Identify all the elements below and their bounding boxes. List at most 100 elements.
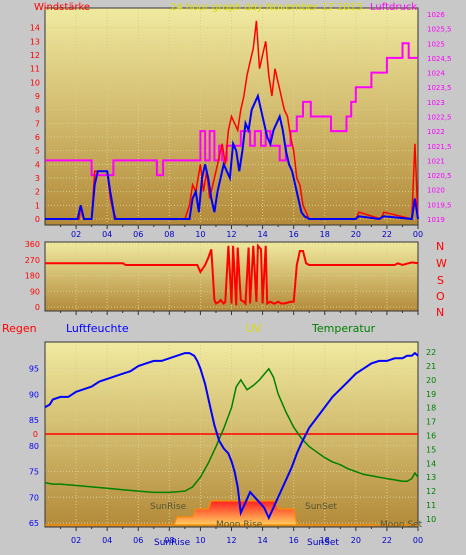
x-tick-label: 12: [226, 536, 236, 545]
temperature-y-tick-label: 13: [426, 473, 436, 482]
x-tick-label: 00: [413, 230, 423, 239]
temperature-y-tick-label: 10: [426, 515, 436, 524]
dir-y-tick-label: 180: [25, 272, 40, 281]
wind-y-tick-label: 10: [30, 78, 40, 87]
temperature-y-tick-label: 14: [426, 459, 436, 468]
uv-area: [45, 500, 418, 526]
x-tick-label: 02: [71, 230, 81, 239]
dir-y-tick-label: 0: [35, 303, 40, 312]
humidity-line: [44, 351, 419, 521]
x-tick-label: 10: [195, 230, 205, 239]
sunset-annotation: SunSet: [305, 502, 337, 512]
x-tick-label: 12: [226, 230, 236, 239]
wind-y-tick-label: 11: [30, 65, 40, 74]
x-tick-label: 00: [413, 536, 423, 545]
x-tick-label: 14: [257, 536, 267, 545]
wind-y-tick-label: 1: [35, 201, 40, 210]
compass-o: O: [436, 290, 445, 303]
wind-y-tick-label: 4: [35, 160, 40, 169]
pressure-y-tick-label: 1024,5: [427, 55, 452, 63]
compass-n2: N: [436, 306, 444, 319]
wind-panel-frame: [44, 7, 419, 226]
temperature-y-tick-label: 19: [426, 390, 436, 399]
dir-y-tick-label: 360: [25, 240, 40, 249]
chart-title: 24 hour graph day November 17 2015: [170, 2, 363, 13]
x-tick-label: 04: [102, 230, 112, 239]
rain-tick-label: 0: [33, 430, 38, 439]
x-tick-label: 08: [164, 536, 174, 545]
pressure-y-tick-label: 1021: [427, 157, 445, 165]
pressure-y-tick-label: 1024: [427, 70, 445, 78]
x-tick-label: 20: [351, 230, 361, 239]
wind-avg-line: [45, 92, 419, 221]
x-tick-label: 06: [133, 230, 143, 239]
moonset-annotation: Moon Set: [380, 520, 423, 530]
luftdruck-label: Luftdruck: [370, 2, 417, 13]
temperature-y-tick-label: 21: [426, 362, 436, 371]
sunset-axis-label: SunSet: [307, 538, 339, 548]
x-tick-label: 02: [71, 536, 81, 545]
x-tick-label: 16: [289, 230, 299, 239]
dir-y-tick-label: 90: [30, 287, 40, 296]
temperature-y-tick-label: 18: [426, 404, 436, 413]
temperature-y-tick-label: 12: [426, 487, 436, 496]
windstaerke-label: Windstärke: [34, 2, 90, 13]
pressure-y-tick-label: 1021,5: [427, 143, 452, 151]
wind-y-tick-label: 5: [35, 147, 40, 156]
wind-y-tick-label: 2: [35, 188, 40, 197]
pressure-y-tick-label: 1025,5: [427, 26, 452, 34]
luftfeuchte-label: Luftfeuchte: [66, 322, 129, 335]
pressure-y-tick-label: 1026: [427, 11, 445, 19]
x-tick-label: 06: [133, 536, 143, 545]
compass-s: S: [437, 274, 444, 287]
compass-w: W: [436, 257, 447, 270]
x-tick-label: 20: [351, 536, 361, 545]
pressure-line: [45, 42, 418, 177]
pressure-y-tick-label: 1019,5: [427, 201, 452, 209]
humidity-y-tick-label: 80: [29, 442, 39, 451]
humidity-y-tick-label: 65: [29, 519, 39, 528]
pressure-y-tick-label: 1023,5: [427, 84, 452, 92]
compass-n: N: [436, 240, 444, 253]
moonrise-annotation: Moon Rise: [216, 520, 263, 530]
humidity-y-tick-label: 85: [29, 416, 39, 425]
x-tick-label: 22: [382, 536, 392, 545]
wind-y-tick-label: 7: [35, 119, 40, 128]
temperatur-label: Temperatur: [311, 322, 376, 335]
humidity-y-tick-label: 70: [29, 493, 39, 502]
temperature-y-tick-label: 11: [426, 501, 436, 510]
pressure-y-tick-label: 1020: [427, 187, 445, 195]
wind-y-tick-label: 9: [35, 92, 40, 101]
sunrise-axis-label: SunRise: [154, 538, 191, 548]
x-tick-label: 18: [320, 230, 330, 239]
pressure-y-tick-label: 1022: [427, 128, 445, 136]
pressure-y-tick-label: 1022,5: [427, 114, 452, 122]
wind-y-tick-label: 6: [35, 133, 40, 142]
regen-label: Regen: [2, 322, 37, 335]
x-tick-label: 18: [320, 536, 330, 545]
dir-y-tick-label: 270: [25, 256, 40, 265]
pressure-y-tick-label: 1020,5: [427, 172, 452, 180]
humidity-y-tick-label: 90: [29, 390, 39, 399]
wind-direction-line: [45, 243, 419, 306]
wind-y-tick-label: 14: [30, 24, 40, 33]
sunrise-annotation: SunRise: [150, 502, 187, 512]
x-tick-label: 08: [164, 230, 174, 239]
temperature-y-tick-label: 16: [426, 432, 436, 441]
wind-y-tick-label: 13: [30, 37, 40, 46]
temperature-y-tick-label: 15: [426, 445, 436, 454]
uv-label: UV: [246, 322, 262, 335]
x-tick-label: 22: [382, 230, 392, 239]
direction-panel-frame: [44, 241, 419, 312]
data-marks: [44, 20, 419, 526]
x-tick-label: 16: [289, 536, 299, 545]
pressure-y-tick-label: 1025: [427, 40, 445, 48]
axes: 0123456789101112131410191019,510201020,5…: [25, 7, 452, 545]
temperature-y-tick-label: 22: [426, 348, 436, 357]
pressure-y-tick-label: 1019: [427, 216, 445, 224]
humidity-y-tick-label: 75: [29, 468, 39, 477]
pressure-y-tick-label: 1023: [427, 99, 445, 107]
temperature-line: [44, 367, 419, 494]
